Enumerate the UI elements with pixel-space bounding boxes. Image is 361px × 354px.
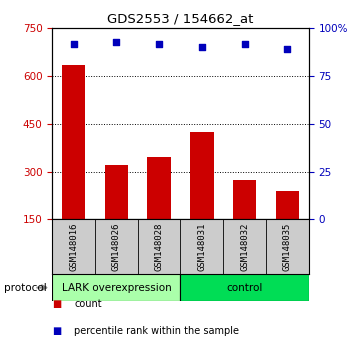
Bar: [105, 165, 128, 219]
Point: [156, 41, 162, 46]
Text: LARK overexpression: LARK overexpression: [61, 282, 171, 293]
Text: GSM148026: GSM148026: [112, 223, 121, 271]
Text: GSM148035: GSM148035: [283, 223, 292, 271]
Bar: [52, 274, 180, 301]
Text: GSM148016: GSM148016: [69, 223, 78, 271]
Text: protocol: protocol: [4, 282, 46, 293]
Text: control: control: [226, 282, 263, 293]
Point: [71, 41, 77, 46]
Bar: [147, 157, 171, 219]
Point: [242, 41, 247, 46]
Bar: [190, 132, 214, 219]
Text: ■: ■: [52, 299, 62, 309]
Bar: [180, 274, 309, 301]
Bar: [62, 65, 86, 219]
Text: GSM148028: GSM148028: [155, 223, 164, 271]
Point: [113, 39, 119, 45]
Text: ■: ■: [52, 326, 62, 336]
Bar: [233, 179, 256, 219]
Text: GSM148032: GSM148032: [240, 223, 249, 271]
Text: GSM148031: GSM148031: [197, 223, 206, 271]
Point: [284, 46, 290, 52]
Text: percentile rank within the sample: percentile rank within the sample: [74, 326, 239, 336]
Point: [199, 45, 205, 50]
Text: GDS2553 / 154662_at: GDS2553 / 154662_at: [107, 12, 254, 25]
Text: count: count: [74, 299, 102, 309]
Bar: [275, 191, 299, 219]
